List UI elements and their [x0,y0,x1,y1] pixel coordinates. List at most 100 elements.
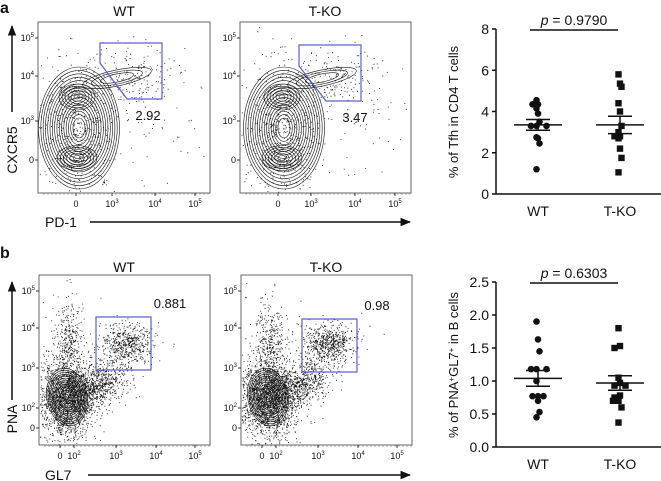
contour-line [265,393,271,401]
x-tick-label-t-ko: T-KO [604,203,637,219]
contour-line [254,377,282,417]
contour-line [64,393,70,401]
gate-percent-b-wt: 0.881 [154,296,187,311]
event-dots [39,36,205,192]
y-tick-label: 0 [232,423,237,433]
data-point-wt [534,392,542,400]
contour-line [252,375,284,419]
y-tick-label: 0 [30,423,35,433]
y-axis-label-a: CXCR5 [4,126,20,174]
contour-line [277,155,287,161]
contour-line [243,66,325,190]
x-tick-label: 0 [57,451,62,461]
contour-line [263,83,301,111]
y-tick-label: 102 [224,403,238,413]
x-tick-label-t-ko: T-KO [604,456,637,472]
contour-line [46,367,88,427]
contour-line [272,90,292,104]
contour-line [70,92,84,102]
data-point-wt [534,135,542,142]
data-point-t-ko [611,382,618,389]
data-point-wt [543,122,550,130]
data-point-t-ko [616,145,624,152]
contour-line [248,369,288,425]
data-point-wt [533,318,540,325]
data-point-t-ko [616,392,624,399]
y-tick-label: 1.5 [470,340,490,356]
x-tick-label: 103 [304,199,318,209]
contour-line [259,385,277,409]
flow-title-b-tko: T-KO [310,259,343,275]
event-dots [241,27,407,193]
data-point-t-ko [615,71,622,78]
panel-label-b: b [0,245,10,262]
contour-line [42,73,116,183]
x-tick-label: 105 [188,451,202,461]
gate [95,316,152,371]
contour-line [51,375,83,419]
contour-line [56,145,98,171]
y-tick-label: 104 [223,71,237,81]
data-point-t-ko [616,342,624,350]
contour-line [262,389,274,405]
y-tick-label: 103 [22,363,36,373]
y-axis-label: % of PNA+GL7+ in B cells [446,292,461,438]
contour-line [73,94,81,100]
contour-line [61,85,93,109]
y-tick-label: 104 [224,323,238,333]
data-point-t-ko [615,169,622,176]
y-tick-label: 2.5 [470,274,490,290]
flow-title-a-wt: WT [113,3,135,19]
data-point-wt [533,105,540,112]
data-point-t-ko [618,154,625,162]
y-tick-label: 103 [224,363,238,373]
y-tick-label: 105 [223,33,237,43]
contour-line [50,373,84,421]
data-point-wt [534,110,542,117]
x-tick-label: 105 [390,451,404,461]
contour-line [268,149,296,167]
x-tick-label-wt: WT [527,456,549,472]
contour-line [67,90,87,104]
data-point-wt [534,397,542,405]
data-point-t-ko [615,128,622,136]
x-tick-label: 104 [149,451,163,461]
y-tick-label: 6 [481,62,489,78]
gate [99,42,163,100]
contour-line [58,83,96,111]
contour-line [64,88,90,106]
x-tick-label: 0 [259,451,264,461]
contour-line [45,76,113,180]
contour-line [278,94,286,100]
contour-line [58,97,100,159]
data-point-wt [527,122,535,130]
contour-line [255,379,281,415]
contour-line [251,373,285,421]
contour-line [247,73,321,183]
y-axis-label: % of Tfh in CD4 T cells [446,45,461,178]
y-tick-label: 0.0 [470,439,490,455]
contour-line [263,97,305,159]
contour-line [261,93,307,163]
gate-percent-a-tko: 3.47 [342,110,367,125]
gate-percent-b-tko: 0.98 [364,298,389,313]
contour-line [264,391,272,403]
y-tick-label: 8 [481,21,489,37]
contour-line [63,391,71,403]
y-axis-label-b: PNA [4,404,20,433]
contour-line [270,107,298,149]
x-tick-label: 104 [351,451,365,461]
data-point-wt [540,392,547,400]
data-point-t-ko [615,419,622,426]
contour-line [250,371,286,423]
data-point-wt [527,365,535,373]
data-point-wt [534,336,542,343]
x-axis-label-b: GL7 [45,467,72,481]
contour-line [49,371,85,423]
x-tick-label: 0 [73,199,78,209]
y-tick-label: 0 [231,155,236,165]
x-tick-label-wt: WT [527,203,549,219]
plot-frame [239,21,412,194]
contour-line [61,389,73,405]
contour-line [72,117,86,139]
